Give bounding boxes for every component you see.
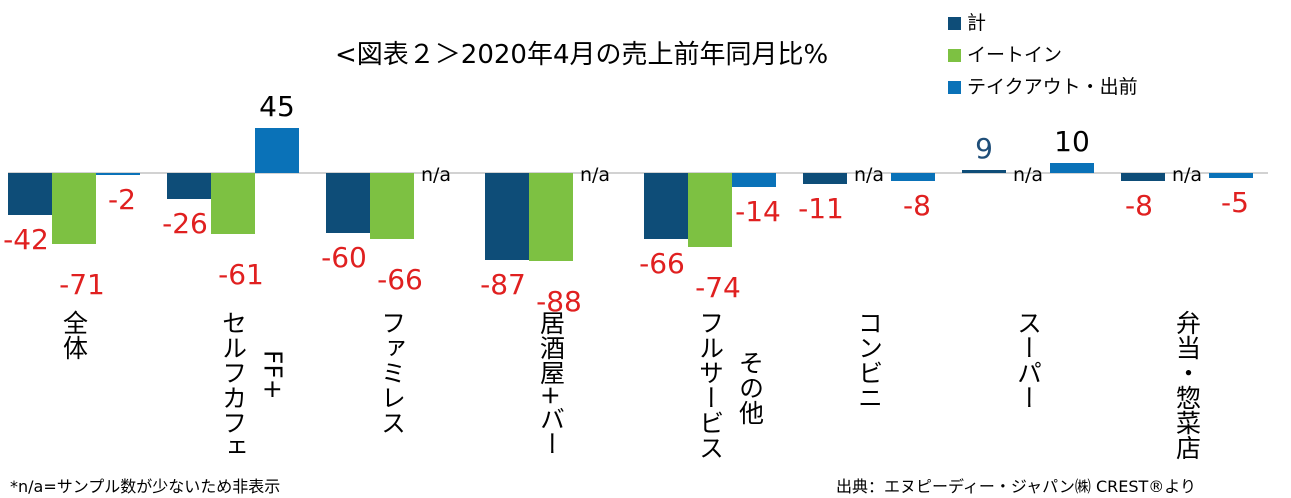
chart-title: <図表２＞2020年4月の売上前年同月比% xyxy=(335,40,829,70)
legend-label-total: 計 xyxy=(967,12,987,34)
data-label-3-7: 10 xyxy=(1054,125,1090,158)
category-label-4-1: 居酒屋+バー xyxy=(537,310,566,456)
data-label-3-5: -14 xyxy=(735,195,781,228)
category-label-2-2: FF+ xyxy=(259,350,288,400)
footnote: *n/a=サンプル数が少ないため非表示 xyxy=(10,477,281,496)
bar-1-1 xyxy=(8,173,52,215)
bar-1-8 xyxy=(1121,173,1165,181)
data-label-2-3: -66 xyxy=(377,263,423,296)
category-label-5-2: その他 xyxy=(736,350,765,425)
data-label-1-7: 9 xyxy=(975,132,993,165)
bar-3-7 xyxy=(1050,163,1094,173)
bar-1-5 xyxy=(644,173,688,239)
data-label-3-4: n/a xyxy=(580,164,610,186)
data-label-2-2: -61 xyxy=(218,258,264,291)
bar-3-8 xyxy=(1209,173,1253,178)
data-label-2-7: n/a xyxy=(1013,164,1043,186)
data-label-1-6: -11 xyxy=(798,192,844,225)
data-label-3-1: -2 xyxy=(108,183,136,216)
data-label-1-8: -8 xyxy=(1125,189,1153,222)
legend-swatch-eat-in xyxy=(948,49,961,62)
data-label-3-6: -8 xyxy=(903,189,931,222)
bar-1-2 xyxy=(167,173,211,199)
bar-3-1 xyxy=(96,173,140,175)
legend-label-eat-in: イートイン xyxy=(967,44,1063,66)
legend-item-eat-in: イートイン xyxy=(948,40,1062,67)
bar-3-6 xyxy=(891,173,935,181)
data-label-2-5: -74 xyxy=(695,271,741,304)
data-label-2-6: n/a xyxy=(854,164,884,186)
data-label-1-1: -42 xyxy=(3,223,49,256)
data-label-2-8: n/a xyxy=(1172,164,1202,186)
data-label-2-1: -71 xyxy=(59,268,105,301)
data-label-3-8: -5 xyxy=(1221,186,1249,219)
data-label-1-5: -66 xyxy=(639,247,685,280)
data-label-2-4: -88 xyxy=(536,285,582,318)
category-label-1-1: 全体 xyxy=(60,310,89,360)
data-label-1-4: -87 xyxy=(480,268,526,301)
bar-2-2 xyxy=(211,173,255,234)
bar-2-1 xyxy=(52,173,96,244)
bar-1-6 xyxy=(803,173,847,184)
legend-swatch-total xyxy=(948,17,961,30)
data-label-3-3: n/a xyxy=(421,164,451,186)
bar-1-4 xyxy=(485,173,529,260)
bar-2-3 xyxy=(370,173,414,239)
bar-1-7 xyxy=(962,170,1006,173)
legend-item-takeout: テイクアウト・出前 xyxy=(948,72,1138,99)
category-label-6-1: コンビニ xyxy=(855,310,884,410)
bar-3-2 xyxy=(255,128,299,173)
category-label-5-1: フルサービス xyxy=(696,310,725,460)
category-label-2-1: セルフカフェ xyxy=(219,310,248,460)
source-note: 出典：エヌピーディー・ジャパン㈱ CREST®より xyxy=(836,477,1196,496)
data-label-1-3: -60 xyxy=(321,241,367,274)
category-label-3-1: ファミレス xyxy=(378,310,407,435)
legend-swatch-takeout xyxy=(948,81,961,94)
bar-2-4 xyxy=(529,173,573,261)
category-label-8-1: 弁当・惣菜店 xyxy=(1173,310,1202,460)
bar-1-3 xyxy=(326,173,370,233)
bar-3-5 xyxy=(732,173,776,187)
legend-item-total: 計 xyxy=(948,8,986,35)
category-label-7-1: スーパー xyxy=(1014,310,1043,410)
legend-label-takeout: テイクアウト・出前 xyxy=(967,76,1138,98)
data-label-1-2: -26 xyxy=(162,207,208,240)
bar-2-5 xyxy=(688,173,732,247)
data-label-3-2: 45 xyxy=(259,90,295,123)
